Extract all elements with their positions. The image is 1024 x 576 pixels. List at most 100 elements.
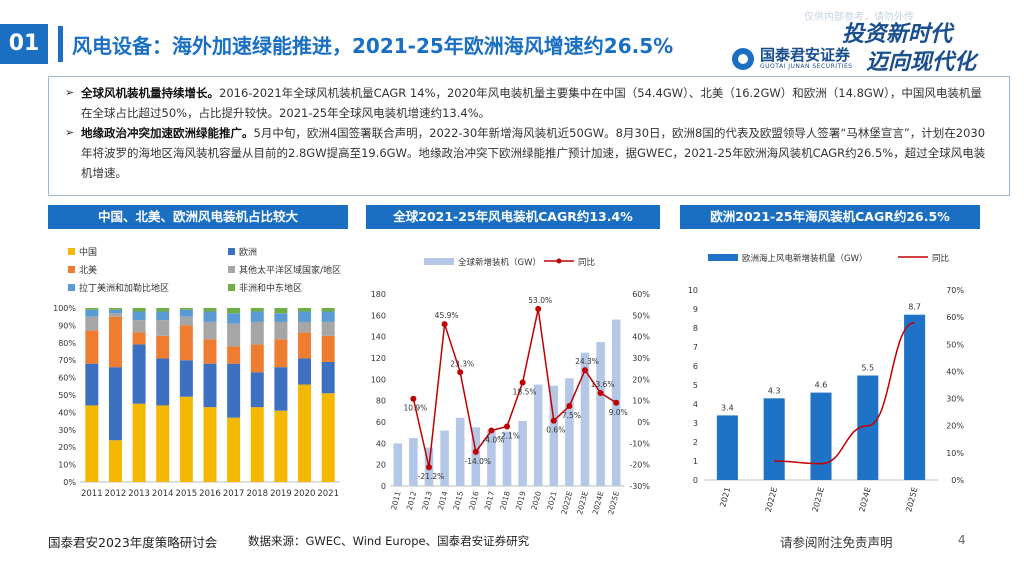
bar-segment: [227, 363, 241, 418]
legend-swatch: [424, 258, 454, 265]
legend-swatch: [68, 266, 75, 273]
y-right-tick-label: 30%: [632, 354, 650, 363]
bar-segment: [274, 410, 288, 482]
bar-segment: [250, 311, 264, 322]
bar-segment: [250, 321, 264, 345]
title-accent-bar: [58, 26, 63, 62]
yoy-point: [472, 448, 479, 455]
y-left-tick-label: 3: [693, 419, 698, 428]
y-tick-label: 20%: [58, 443, 76, 452]
x-tick-label: 2014: [152, 489, 174, 499]
bar-segment: [179, 396, 193, 482]
bar: [518, 420, 527, 486]
y-tick-label: 30%: [58, 426, 76, 435]
x-tick-label: 2013: [128, 489, 150, 499]
legend-swatch: [228, 266, 235, 273]
bar-segment: [203, 308, 217, 312]
bar: [580, 352, 590, 486]
yoy-point: [488, 427, 495, 434]
bar-segment: [227, 417, 241, 482]
plot-background: [680, 238, 980, 528]
yoy-point: [535, 305, 542, 312]
y-left-tick-label: 140: [371, 333, 386, 342]
footer-source: 数据来源：GWEC、Wind Europe、国泰君安证券研究: [248, 534, 530, 548]
bar-segment: [85, 405, 99, 482]
yoy-label: -14.0%: [465, 457, 492, 466]
yoy-label: -21.2%: [418, 472, 445, 481]
yoy-label: 9.0%: [609, 408, 628, 417]
bar-segment: [298, 311, 312, 322]
y-right-tick-label: 50%: [632, 311, 650, 320]
yoy-point: [504, 423, 510, 430]
footer-disclaimer[interactable]: 请参阅附注免责声明: [780, 535, 893, 550]
y-right-tick-label: 40%: [632, 333, 650, 342]
y-left-tick-label: 1: [693, 457, 698, 466]
global-install-chart-svg: 全球新增装机（GW） 同比 0 20 40 60 80 100 120 140 160 180 -30%…: [366, 238, 662, 528]
y-right-tick-label: 50%: [946, 340, 964, 349]
bullet-1-heading: 全球风机装机量持续增长。: [81, 86, 219, 100]
legend-swatch: [708, 254, 738, 261]
bar-segment: [108, 316, 122, 368]
y-right-tick-label: -20%: [629, 461, 650, 470]
page-title: 风电设备：海外加速绿能推进，2021-25年欧洲海风增速约26.5%: [72, 34, 674, 58]
bar-segment: [132, 308, 146, 312]
bullet-2-heading: 地缘政治冲突加速欧洲绿能推广。: [81, 126, 254, 140]
bar: [502, 431, 512, 486]
yoy-label: 23.3%: [450, 359, 474, 368]
yoy-point: [457, 369, 464, 376]
yoy-point: [519, 379, 526, 386]
yoy-line: [774, 321, 915, 465]
middle-chart-title: 全球2021-25年风电装机CAGR约13.4%: [366, 205, 660, 229]
y-right-tick-label: 60%: [632, 290, 650, 299]
bar-segment: [298, 384, 312, 482]
bar-segment: [108, 313, 122, 317]
yoy-label: -4.0%: [483, 436, 505, 445]
bar-segment: [274, 313, 288, 322]
bar-segment: [85, 316, 99, 331]
bar: [533, 384, 543, 486]
y-right-tick-label: -10%: [629, 439, 650, 448]
bar-segment: [250, 344, 264, 373]
bar-segment: [179, 360, 193, 397]
bar-segment: [179, 316, 193, 326]
y-right-tick-label: 0%: [637, 418, 650, 427]
left-chart-title: 中国、北美、欧洲风电装机占比较大: [48, 205, 348, 229]
y-left-tick-label: 0: [381, 482, 386, 491]
y-left-tick-label: 40: [376, 439, 386, 448]
bar: [409, 438, 418, 486]
y-tick-label: 100%: [53, 304, 76, 313]
y-left-tick-label: 60: [376, 418, 386, 427]
y-left-tick-label: 8: [693, 324, 698, 333]
bar-segment: [250, 308, 264, 312]
yoy-point: [410, 395, 417, 402]
bar: [487, 430, 496, 486]
slogan-line-1: 投资新时代: [842, 21, 953, 47]
bar-segment: [85, 309, 99, 317]
yoy-point: [426, 464, 432, 471]
bar-segment: [132, 311, 146, 321]
y-right-tick-label: 10%: [632, 397, 650, 406]
bar-segment: [298, 308, 312, 312]
bar-segment: [321, 308, 335, 312]
bar-segment: [179, 308, 193, 310]
bar-segment: [298, 358, 312, 385]
bar-segment: [203, 321, 217, 340]
bar-value-label: 4.3: [768, 386, 781, 395]
bar-segment: [227, 308, 241, 314]
bar-value-label: 5.5: [861, 364, 874, 373]
bar-segment: [179, 309, 193, 317]
bar: [549, 385, 559, 486]
yoy-point: [613, 399, 620, 406]
y-left-tick-label: 10: [688, 286, 698, 295]
bar-segment: [321, 311, 335, 322]
bar-segment: [85, 330, 99, 364]
bar-segment: [298, 332, 312, 359]
bar-segment: [85, 363, 99, 406]
share-stacked-chart: 中国 欧洲 北美 其他太平洋区域国家/地区 拉丁美洲和加勒比地区 非洲和中东地区 0% 10%…: [48, 238, 348, 528]
header: 01 风电设备：海外加速绿能推进，2021-25年欧洲海风增速约26.5% 仅供…: [0, 0, 1024, 80]
y-tick-label: 80%: [58, 339, 76, 348]
bar-segment: [156, 311, 170, 321]
bar: [596, 342, 605, 486]
y-left-tick-label: 9: [693, 305, 698, 314]
